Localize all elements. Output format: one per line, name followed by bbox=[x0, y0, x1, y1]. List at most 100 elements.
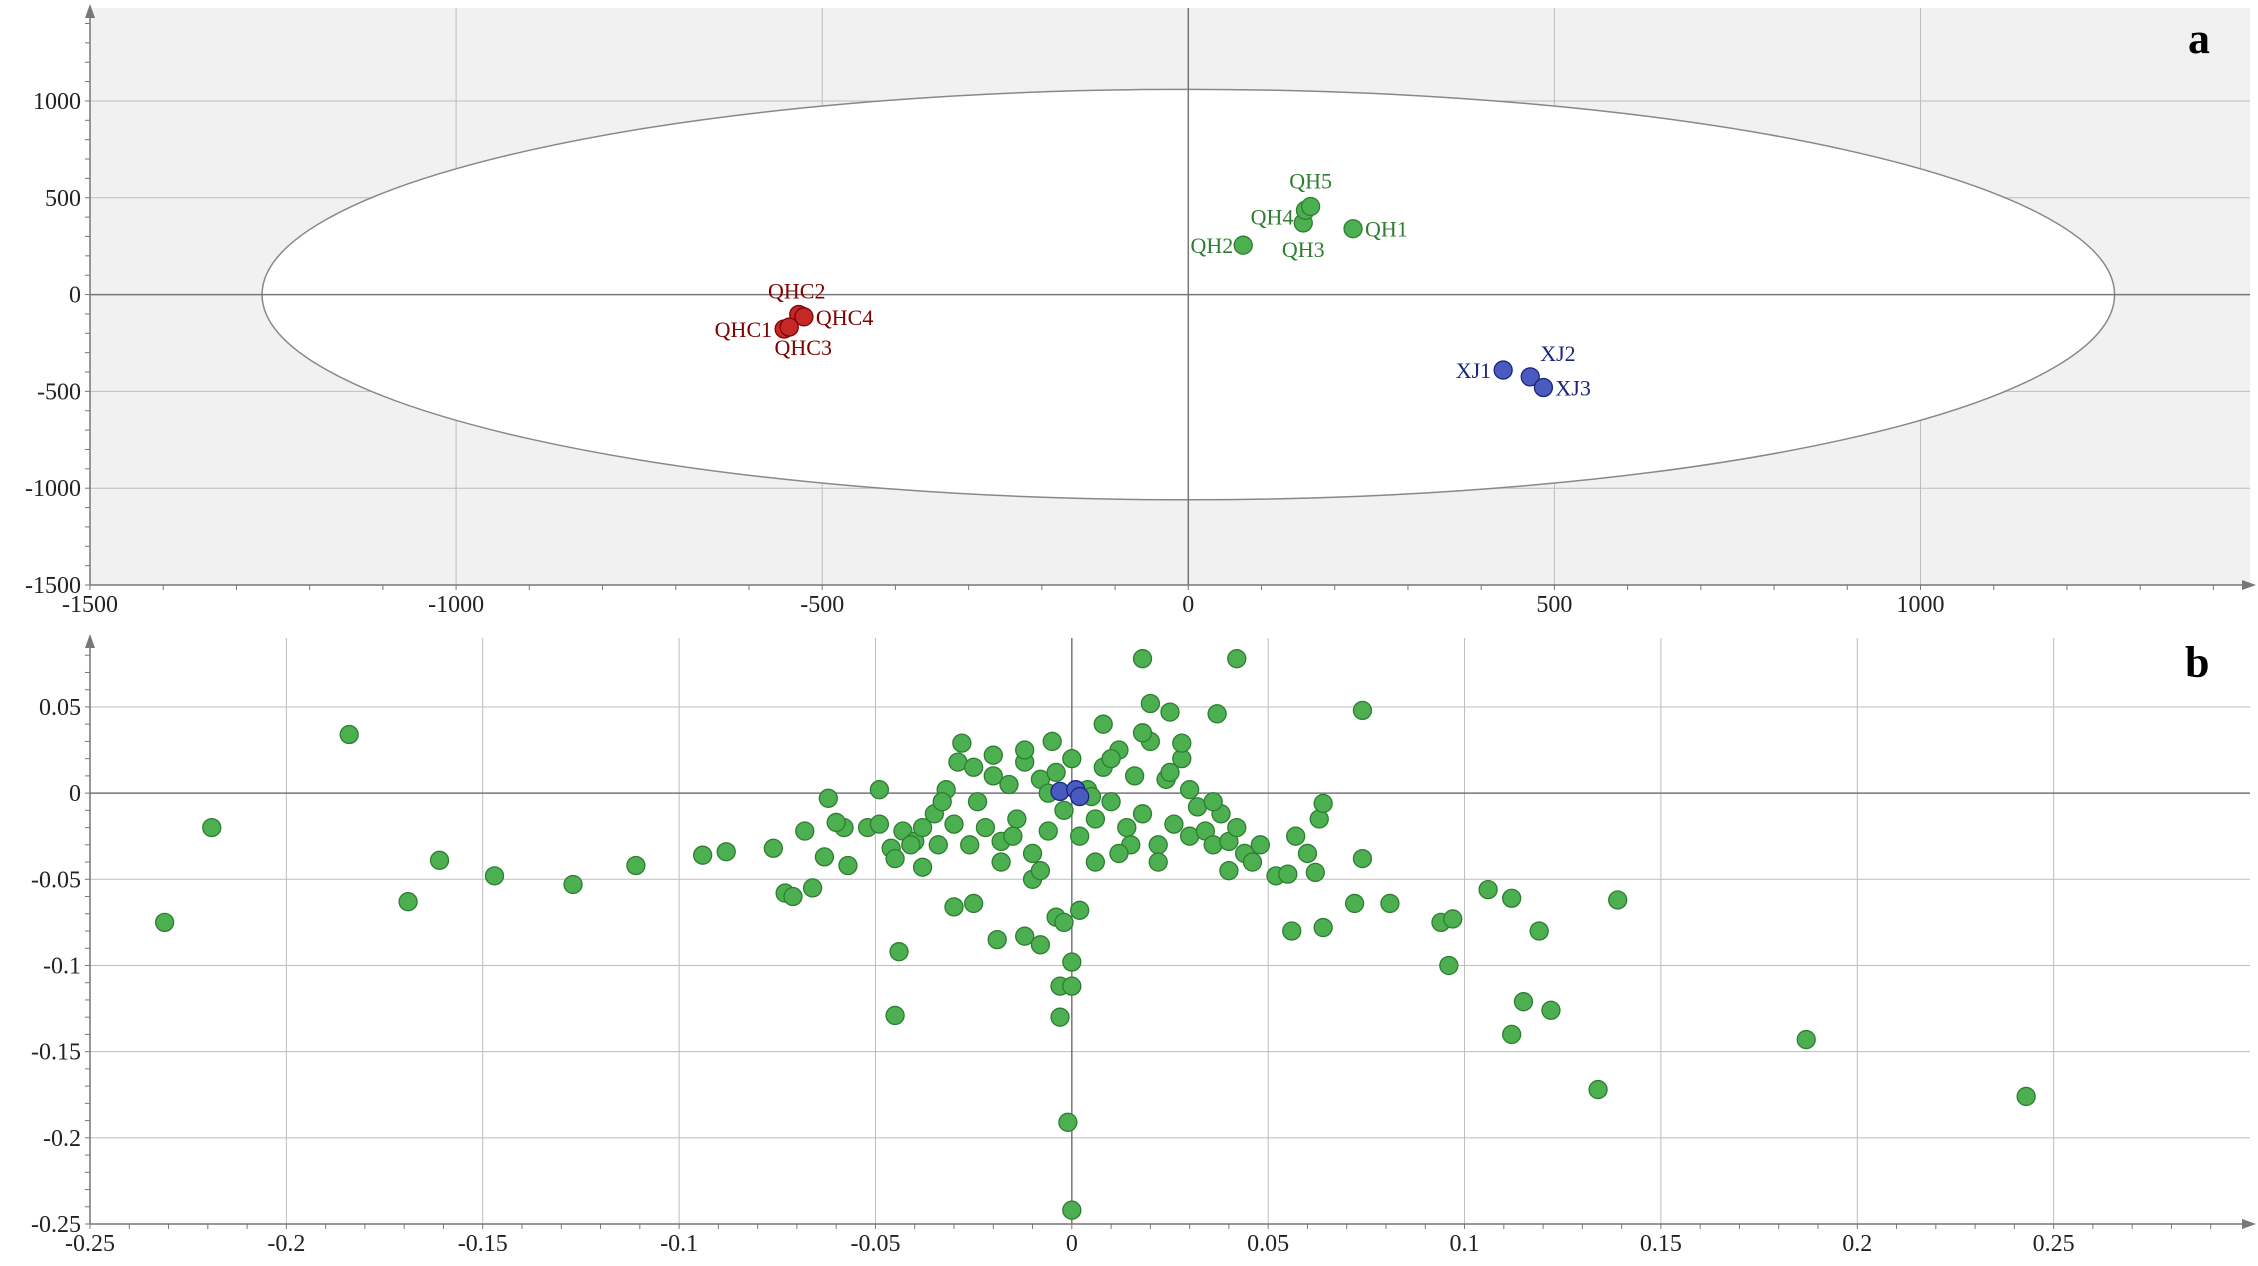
data-point bbox=[987, 929, 1007, 950]
x-tick-label: 0.2 bbox=[1842, 1231, 1872, 1257]
data-point bbox=[960, 835, 980, 855]
data-point bbox=[912, 817, 933, 838]
data-point bbox=[1529, 921, 1549, 941]
data-point bbox=[826, 812, 846, 833]
data-point bbox=[1148, 835, 1168, 855]
data-point bbox=[1062, 952, 1082, 972]
point-label: QHC1 bbox=[715, 317, 772, 342]
x-tick-label: -0.1 bbox=[660, 1231, 698, 1257]
zero-lines-a bbox=[90, 8, 2250, 585]
data-point bbox=[1007, 809, 1027, 829]
data-point bbox=[889, 942, 909, 962]
axes-a bbox=[85, 4, 2256, 590]
y-axis-arrow bbox=[85, 4, 95, 18]
data-point bbox=[1313, 793, 1333, 814]
point-label: QHC4 bbox=[816, 305, 873, 330]
data-point bbox=[963, 757, 984, 777]
data-point bbox=[1038, 821, 1058, 841]
data-point bbox=[563, 874, 583, 895]
data-point bbox=[339, 724, 359, 745]
data-point bbox=[795, 821, 815, 841]
data-point bbox=[1344, 893, 1365, 914]
y-tick-label: -0.15 bbox=[31, 1040, 81, 1066]
data-point bbox=[1300, 196, 1321, 217]
point-label: QH1 bbox=[1365, 217, 1408, 242]
x-tick-label: -1000 bbox=[428, 592, 484, 618]
data-point bbox=[818, 788, 838, 808]
data-point bbox=[912, 857, 933, 877]
data-point bbox=[1085, 809, 1106, 829]
data-point bbox=[1520, 367, 1540, 387]
data-point bbox=[1219, 861, 1239, 881]
data-point bbox=[1132, 804, 1153, 824]
data-point bbox=[1054, 912, 1074, 933]
data-point bbox=[1297, 843, 1318, 864]
data-point bbox=[1443, 909, 1463, 929]
data-point bbox=[1070, 900, 1090, 920]
data-point bbox=[1160, 702, 1180, 722]
data-point bbox=[1478, 879, 1498, 900]
data-point bbox=[1132, 649, 1153, 669]
y-tick-label: -0.2 bbox=[43, 1126, 81, 1152]
data-point bbox=[1242, 852, 1263, 872]
data-point bbox=[794, 307, 814, 327]
data-point bbox=[1513, 992, 1534, 1012]
data-point bbox=[1015, 926, 1035, 946]
data-point bbox=[1172, 733, 1192, 753]
data-point bbox=[1352, 848, 1373, 869]
data-point bbox=[1533, 377, 1554, 398]
data-point bbox=[885, 848, 905, 869]
data-point bbox=[983, 766, 1003, 786]
panel-label-b: b bbox=[2185, 638, 2209, 687]
data-point bbox=[1058, 1112, 1078, 1132]
x-tick-label: 0.05 bbox=[1247, 1231, 1289, 1257]
point-label: QHC3 bbox=[775, 335, 832, 360]
x-tick-label: 0.1 bbox=[1450, 1231, 1480, 1257]
point-label: XJ1 bbox=[1456, 358, 1491, 383]
point-label: QH5 bbox=[1289, 168, 1332, 193]
data-point bbox=[928, 835, 948, 855]
x-axis-arrow bbox=[2242, 580, 2256, 590]
panel-a-scatter: -1500 -1000 -500 0 500 1000 -1500 -1000 -500 0 500… bbox=[25, 4, 2256, 618]
y-tick-label: 500 bbox=[45, 186, 81, 212]
data-point bbox=[1233, 235, 1253, 255]
x-tick-label: 0 bbox=[1182, 592, 1194, 618]
data-point bbox=[1030, 861, 1051, 881]
data-point bbox=[991, 852, 1011, 872]
y-tick-label: -1000 bbox=[25, 476, 81, 502]
data-point bbox=[814, 847, 835, 867]
plot-area-b bbox=[90, 638, 2250, 1224]
data-point bbox=[869, 814, 890, 834]
data-point bbox=[1439, 955, 1459, 976]
point-label: QH4 bbox=[1251, 204, 1294, 229]
data-point bbox=[1062, 748, 1082, 769]
y-tick-label: 1000 bbox=[33, 89, 81, 115]
x-tick-label: 0.25 bbox=[2033, 1231, 2075, 1257]
point-label: QH2 bbox=[1190, 233, 1233, 258]
data-point bbox=[952, 733, 972, 753]
data-point bbox=[1160, 762, 1180, 783]
x-tick-label: 0 bbox=[1066, 1231, 1078, 1257]
data-point bbox=[429, 850, 450, 870]
data-point bbox=[1164, 814, 1184, 834]
data-point bbox=[944, 814, 964, 834]
y-tick-label: -1500 bbox=[25, 573, 81, 599]
point-label: XJ3 bbox=[1555, 376, 1590, 401]
data-point bbox=[1207, 704, 1227, 724]
data-point bbox=[154, 912, 175, 933]
x-tick-label: -0.05 bbox=[850, 1231, 900, 1257]
data-point bbox=[716, 842, 736, 862]
panel-b-scatter: -0.25 -0.2 -0.15 -0.1 -0.05 0 0.05 0.1 0.15 0.2 0.… bbox=[31, 634, 2256, 1257]
data-point bbox=[1070, 826, 1090, 846]
data-point bbox=[932, 792, 952, 812]
data-point bbox=[802, 878, 823, 898]
data-point bbox=[1148, 852, 1168, 872]
data-point bbox=[999, 774, 1019, 795]
data-point bbox=[1380, 893, 1400, 914]
data-point bbox=[1070, 786, 1090, 807]
data-point bbox=[975, 817, 996, 838]
data-point bbox=[1140, 693, 1161, 714]
data-point bbox=[1588, 1079, 1608, 1100]
data-point bbox=[1203, 835, 1223, 855]
x-axis-arrow bbox=[2242, 1219, 2256, 1229]
